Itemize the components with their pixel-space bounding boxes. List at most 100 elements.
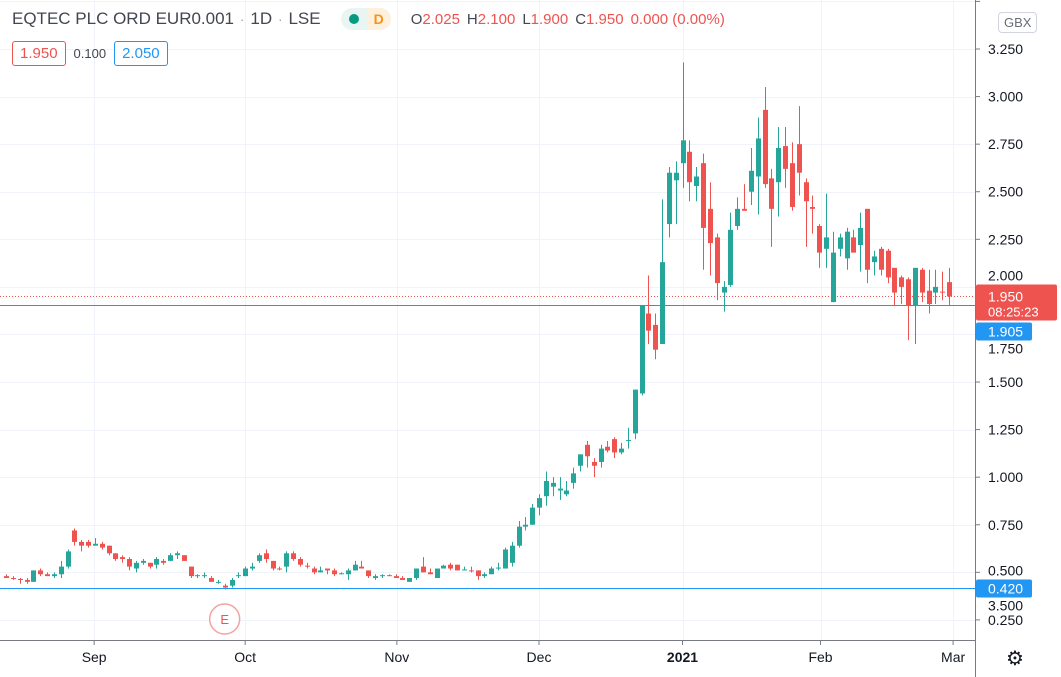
- candle[interactable]: [571, 467, 576, 489]
- candle[interactable]: [920, 267, 925, 303]
- candle[interactable]: [701, 153, 706, 270]
- candle[interactable]: [359, 560, 364, 569]
- candle[interactable]: [578, 454, 583, 472]
- candle[interactable]: [400, 576, 405, 580]
- candle[interactable]: [708, 182, 713, 276]
- candle[interactable]: [271, 560, 276, 571]
- candle[interactable]: [257, 553, 262, 563]
- candle[interactable]: [804, 178, 809, 247]
- candle[interactable]: [927, 269, 932, 314]
- candle[interactable]: [462, 566, 467, 571]
- candle[interactable]: [387, 574, 392, 577]
- candle[interactable]: [865, 208, 870, 284]
- candle[interactable]: [612, 437, 617, 459]
- candle[interactable]: [243, 566, 248, 577]
- candle[interactable]: [756, 117, 761, 215]
- candle[interactable]: [182, 555, 187, 561]
- candle[interactable]: [366, 570, 371, 579]
- candle[interactable]: [831, 231, 836, 303]
- candle[interactable]: [619, 442, 624, 455]
- candle[interactable]: [93, 538, 98, 546]
- candle[interactable]: [817, 224, 822, 268]
- candle[interactable]: [216, 579, 221, 584]
- candle[interactable]: [18, 578, 23, 584]
- candle[interactable]: [523, 517, 528, 531]
- candle[interactable]: [25, 578, 30, 584]
- candle[interactable]: [407, 578, 412, 582]
- candle[interactable]: [66, 549, 71, 569]
- candle[interactable]: [872, 250, 877, 276]
- gear-icon[interactable]: ⚙: [1006, 648, 1024, 670]
- candle[interactable]: [86, 539, 91, 548]
- candle[interactable]: [824, 193, 829, 268]
- market-status-badge[interactable]: D: [340, 8, 391, 30]
- candle[interactable]: [380, 574, 385, 579]
- candle[interactable]: [940, 271, 945, 301]
- candle[interactable]: [236, 572, 241, 579]
- candle[interactable]: [687, 140, 692, 202]
- candle[interactable]: [428, 568, 433, 575]
- candle[interactable]: [469, 566, 474, 573]
- interval[interactable]: 1D: [250, 9, 273, 28]
- candle[interactable]: [250, 562, 255, 571]
- candle[interactable]: [797, 106, 802, 196]
- candle[interactable]: [346, 568, 351, 580]
- candle[interactable]: [489, 566, 494, 575]
- candle[interactable]: [79, 539, 84, 552]
- candle[interactable]: [59, 560, 64, 579]
- candle[interactable]: [11, 576, 16, 580]
- candle[interactable]: [223, 583, 228, 590]
- candle[interactable]: [113, 553, 118, 561]
- sell-button[interactable]: 1.950: [12, 41, 66, 66]
- buy-button[interactable]: 2.050: [114, 41, 168, 66]
- candle[interactable]: [325, 568, 330, 575]
- currency-button[interactable]: GBX: [998, 12, 1038, 33]
- candle[interactable]: [783, 127, 788, 188]
- candle[interactable]: [441, 564, 446, 569]
- candle[interactable]: [120, 555, 125, 563]
- candle[interactable]: [694, 166, 699, 202]
- candle[interactable]: [353, 560, 358, 571]
- candle[interactable]: [742, 184, 747, 211]
- candle[interactable]: [892, 267, 897, 306]
- candle[interactable]: [394, 574, 399, 579]
- candle[interactable]: [100, 541, 105, 550]
- candle[interactable]: [776, 127, 781, 217]
- candle[interactable]: [626, 427, 631, 449]
- candle[interactable]: [592, 458, 597, 478]
- symbol-name[interactable]: EQTEC PLC ORD EUR0.001: [12, 9, 235, 28]
- candle[interactable]: [660, 199, 665, 344]
- earnings-event-icon[interactable]: [208, 603, 241, 635]
- candle[interactable]: [845, 227, 850, 270]
- candle[interactable]: [148, 562, 153, 569]
- candle[interactable]: [291, 551, 296, 561]
- candle[interactable]: [599, 444, 604, 468]
- candle[interactable]: [728, 212, 733, 287]
- candle[interactable]: [435, 568, 440, 579]
- candle[interactable]: [168, 553, 173, 561]
- candle[interactable]: [175, 551, 180, 560]
- candle[interactable]: [414, 568, 419, 580]
- candle[interactable]: [810, 195, 815, 234]
- candle[interactable]: [52, 572, 57, 579]
- candle[interactable]: [482, 572, 487, 579]
- candle[interactable]: [373, 574, 378, 580]
- candle[interactable]: [277, 566, 282, 571]
- candle[interactable]: [448, 562, 453, 571]
- candle[interactable]: [605, 441, 610, 453]
- candle[interactable]: [585, 441, 590, 468]
- candle[interactable]: [633, 389, 638, 440]
- candle[interactable]: [72, 528, 77, 546]
- candle[interactable]: [681, 62, 686, 188]
- candle[interactable]: [195, 574, 200, 579]
- candle[interactable]: [298, 557, 303, 567]
- candle[interactable]: [899, 275, 904, 305]
- candle[interactable]: [715, 233, 720, 301]
- candle[interactable]: [476, 570, 481, 580]
- candle[interactable]: [933, 269, 938, 305]
- candle[interactable]: [530, 503, 535, 525]
- candle[interactable]: [264, 549, 269, 563]
- candle[interactable]: [154, 557, 159, 569]
- candle[interactable]: [722, 281, 727, 312]
